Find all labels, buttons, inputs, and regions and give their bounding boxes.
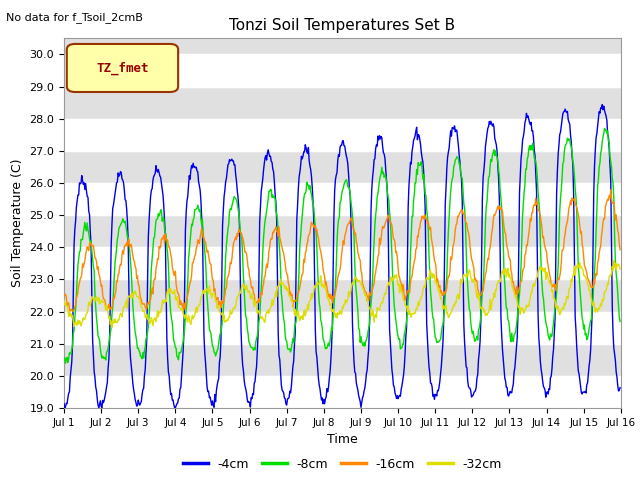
Legend: -4cm, -8cm, -16cm, -32cm: -4cm, -8cm, -16cm, -32cm: [178, 453, 507, 476]
Text: No data for f_Tsoil_2cmB: No data for f_Tsoil_2cmB: [6, 12, 143, 23]
Bar: [64, 247, 621, 279]
X-axis label: Time: Time: [327, 433, 358, 446]
Bar: [64, 54, 621, 86]
FancyBboxPatch shape: [67, 44, 178, 92]
Bar: [64, 119, 621, 151]
Bar: [64, 376, 621, 408]
Bar: [64, 183, 621, 215]
Text: TZ_fmet: TZ_fmet: [96, 61, 148, 74]
Bar: [64, 312, 621, 344]
Title: Tonzi Soil Temperatures Set B: Tonzi Soil Temperatures Set B: [229, 18, 456, 33]
Y-axis label: Soil Temperature (C): Soil Temperature (C): [11, 159, 24, 288]
